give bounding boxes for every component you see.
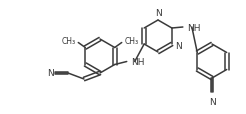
Text: N: N <box>155 9 161 18</box>
Text: NH: NH <box>131 57 144 66</box>
Text: N: N <box>175 41 182 50</box>
Text: N: N <box>47 69 53 78</box>
Text: CH₃: CH₃ <box>125 37 139 46</box>
Text: NH: NH <box>187 23 200 32</box>
Text: CH₃: CH₃ <box>61 37 75 46</box>
Text: N: N <box>209 97 215 106</box>
